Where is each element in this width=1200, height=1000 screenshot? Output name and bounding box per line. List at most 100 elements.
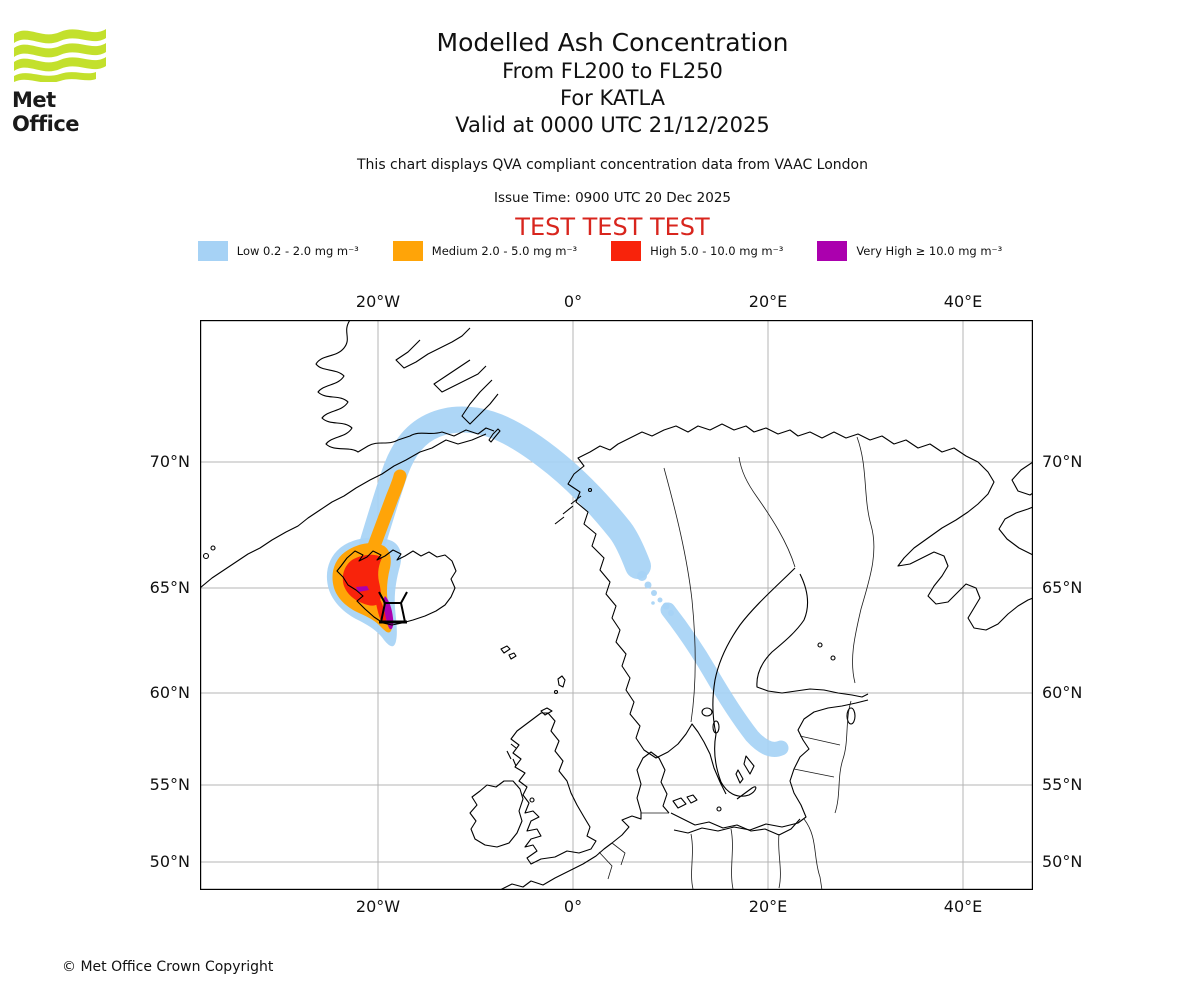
coast-greenland-fjords bbox=[315, 319, 495, 453]
coast-estonia-latvia bbox=[673, 699, 869, 834]
country-borders bbox=[598, 436, 875, 891]
qva-description: This chart displays QVA compliant concen… bbox=[357, 157, 868, 173]
coast-greenland-inner-fjord-2 bbox=[433, 359, 487, 393]
y-tick-left-50n: 50°N bbox=[149, 852, 190, 871]
coast-continent bbox=[499, 812, 642, 891]
plume-low-band-descent bbox=[660, 602, 789, 757]
x-tick-bottom-20e: 20°E bbox=[748, 897, 788, 916]
flight-level-subtitle: From FL200 to FL250 bbox=[502, 59, 723, 83]
lake-peipus bbox=[846, 707, 856, 725]
lake-finland-1 bbox=[817, 642, 823, 648]
x-tick-top-40e: 40°E bbox=[943, 292, 983, 311]
very-high-swatch-icon bbox=[817, 241, 848, 261]
plume-very-high-dash bbox=[356, 586, 369, 592]
x-tick-top-20w: 20°W bbox=[355, 292, 401, 311]
lake-vattern bbox=[712, 720, 720, 734]
legend-item-very-high: Very High ≥ 10.0 mg m⁻³ bbox=[817, 241, 1002, 261]
valid-time-subtitle: Valid at 0000 UTC 21/12/2025 bbox=[455, 113, 770, 137]
low-swatch-icon bbox=[197, 241, 228, 261]
map-area bbox=[199, 319, 1034, 891]
border-finland-russia bbox=[852, 436, 875, 684]
coast-scandinavia bbox=[567, 423, 1034, 800]
coastlines bbox=[199, 319, 1034, 891]
plume-high bbox=[342, 554, 387, 624]
map-frame bbox=[200, 320, 1033, 890]
coast-baltic-south bbox=[670, 812, 801, 836]
coast-greenland-inner-fjord-1 bbox=[395, 327, 471, 369]
high-swatch-icon bbox=[611, 241, 642, 261]
coast-greenland-islet-1 bbox=[202, 552, 210, 560]
plume-high-westfjords bbox=[342, 554, 382, 606]
coast-bornholm bbox=[716, 806, 722, 812]
coast-oland bbox=[735, 769, 744, 784]
legend-item-medium: Medium 2.0 - 5.0 mg m⁻³ bbox=[392, 241, 578, 261]
legend-label-high: High 5.0 - 10.0 mg m⁻³ bbox=[650, 244, 784, 258]
coast-russia-edge-1 bbox=[1011, 461, 1034, 496]
y-tick-right-55n: 55°N bbox=[1042, 775, 1083, 794]
x-tick-top-0: 0° bbox=[563, 292, 583, 311]
issue-time: Issue Time: 0900 UTC 20 Dec 2025 bbox=[493, 190, 732, 206]
coast-shetland bbox=[557, 675, 566, 688]
coast-hebrides bbox=[506, 743, 517, 767]
y-tick-left-55n: 55°N bbox=[149, 775, 190, 794]
border-central-europe bbox=[598, 812, 823, 891]
lake-vanern bbox=[701, 707, 713, 717]
met-office-logo: Met Office bbox=[12, 24, 112, 136]
coast-faroes bbox=[500, 645, 517, 660]
chart-title: Modelled Ash Concentration bbox=[436, 28, 789, 57]
y-tick-right-65n: 65°N bbox=[1042, 578, 1083, 597]
coast-greenland-inner-fjord-3 bbox=[461, 379, 499, 425]
coast-gotland bbox=[743, 755, 755, 775]
coast-great-britain bbox=[510, 712, 597, 865]
coast-denmark bbox=[636, 751, 670, 814]
map-svg bbox=[199, 319, 1034, 891]
border-baltics bbox=[793, 700, 852, 814]
x-tick-bottom-20w: 20°W bbox=[355, 897, 401, 916]
y-tick-right-50n: 50°N bbox=[1042, 852, 1083, 871]
coast-greenland-main bbox=[199, 433, 487, 589]
x-tick-top-20e: 20°E bbox=[748, 292, 788, 311]
coast-greenland-islet-2 bbox=[210, 545, 216, 551]
coast-iceland bbox=[336, 549, 457, 626]
coast-isle-of-man bbox=[529, 797, 535, 803]
coast-lofoten-islet bbox=[587, 487, 593, 493]
border-sweden-finland bbox=[738, 456, 796, 568]
x-tick-bottom-0: 0° bbox=[563, 897, 583, 916]
medium-swatch-icon bbox=[392, 241, 423, 261]
y-tick-right-60n: 60°N bbox=[1042, 683, 1083, 702]
coast-finland-baltic bbox=[756, 573, 869, 698]
volcano-subtitle: For KATLA bbox=[560, 86, 665, 110]
x-tick-bottom-40e: 40°E bbox=[943, 897, 983, 916]
met-office-logo-text: Met Office bbox=[12, 88, 80, 136]
y-tick-left-60n: 60°N bbox=[149, 683, 190, 702]
coast-ireland bbox=[469, 780, 524, 848]
plume-low-speckles bbox=[637, 571, 674, 616]
volcano-symbol bbox=[378, 591, 408, 624]
coast-shetland-islet bbox=[553, 689, 559, 695]
lake-finland-2 bbox=[830, 655, 836, 661]
legend-label-low: Low 0.2 - 2.0 mg m⁻³ bbox=[236, 244, 359, 258]
met-office-waves-icon bbox=[14, 29, 106, 83]
title-block: Modelled Ash Concentration From FL200 to… bbox=[150, 28, 1075, 139]
legend-label-medium: Medium 2.0 - 5.0 mg m⁻³ bbox=[431, 244, 578, 258]
test-banner: TEST TEST TEST bbox=[515, 213, 710, 241]
plume-high-vent-streak bbox=[375, 594, 387, 624]
coast-orkney bbox=[540, 707, 553, 716]
plume-medium-finger bbox=[367, 469, 407, 553]
graticule bbox=[200, 320, 1033, 890]
concentration-legend: Low 0.2 - 2.0 mg m⁻³ Medium 2.0 - 5.0 mg… bbox=[0, 241, 1200, 261]
legend-item-high: High 5.0 - 10.0 mg m⁻³ bbox=[611, 241, 783, 261]
coast-danish-isles bbox=[672, 794, 698, 809]
legend-label-very-high: Very High ≥ 10.0 mg m⁻³ bbox=[856, 244, 1003, 258]
border-norway-sweden bbox=[663, 467, 696, 723]
copyright-notice: © Met Office Crown Copyright bbox=[62, 959, 274, 975]
coast-lofoten bbox=[554, 495, 582, 525]
y-tick-left-70n: 70°N bbox=[149, 452, 190, 471]
coast-russia-edge-2 bbox=[998, 506, 1034, 556]
coast-jan-mayen bbox=[488, 428, 501, 443]
y-tick-right-70n: 70°N bbox=[1042, 452, 1083, 471]
legend-item-low: Low 0.2 - 2.0 mg m⁻³ bbox=[197, 241, 359, 261]
y-tick-left-65n: 65°N bbox=[149, 578, 190, 597]
plume-low-band-arc bbox=[355, 406, 651, 579]
